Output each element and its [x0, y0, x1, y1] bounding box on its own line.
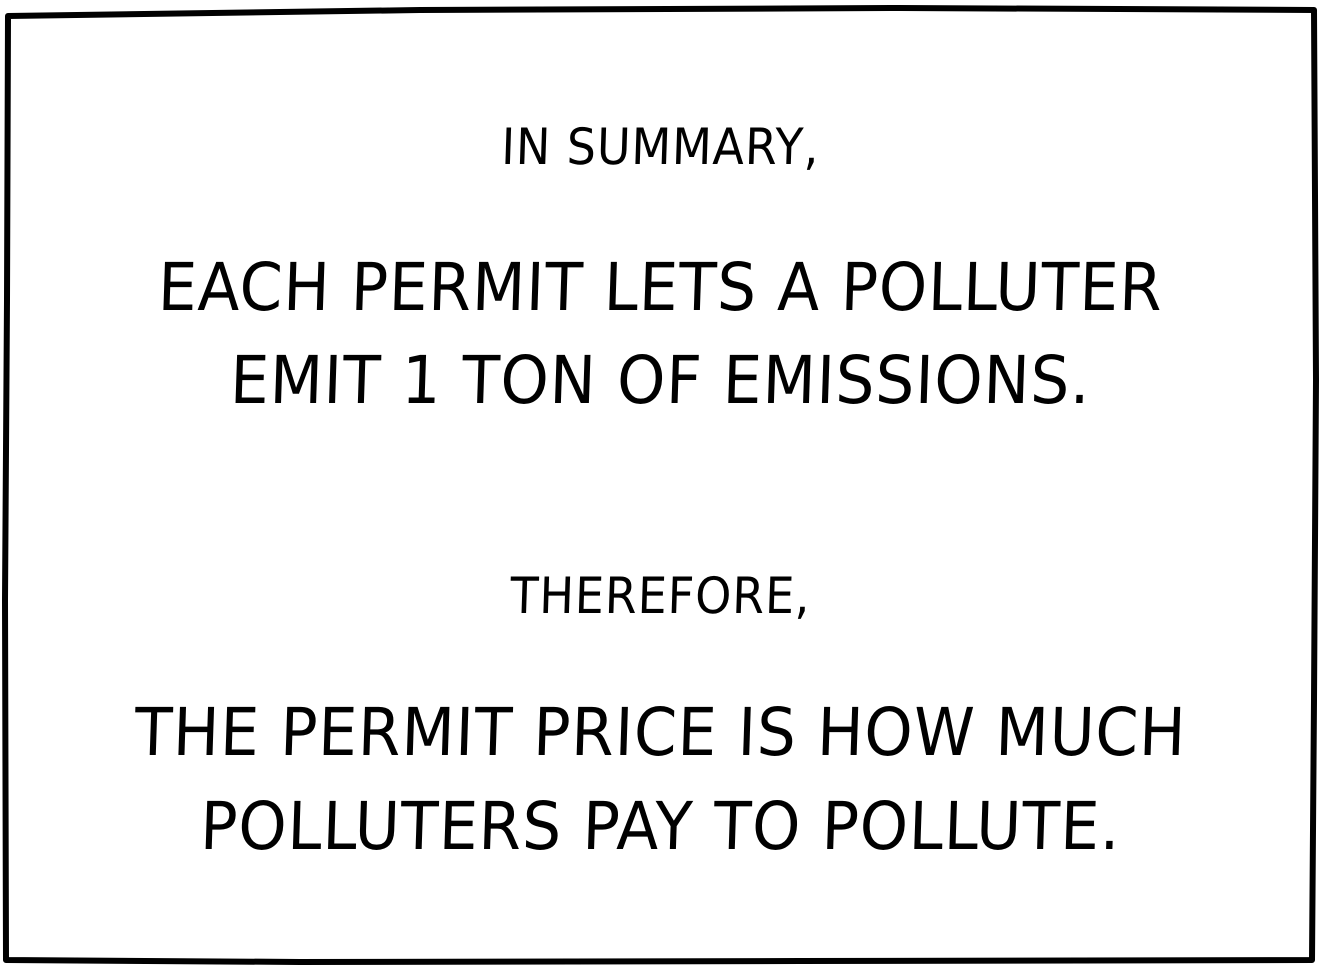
connector-text: THEREFORE,: [52, 571, 1269, 621]
statement-line-1: EACH PERMIT LETS A POLLUTER: [45, 255, 1276, 321]
conclusion-line-1: THE PERMIT PRICE IS HOW MUCH: [45, 700, 1276, 766]
intro-text: IN SUMMARY,: [52, 122, 1269, 172]
conclusion-line-2: POLLUTERS PAY TO POLLUTE.: [45, 794, 1276, 860]
statement-line-2: EMIT 1 TON OF EMISSIONS.: [45, 348, 1276, 414]
